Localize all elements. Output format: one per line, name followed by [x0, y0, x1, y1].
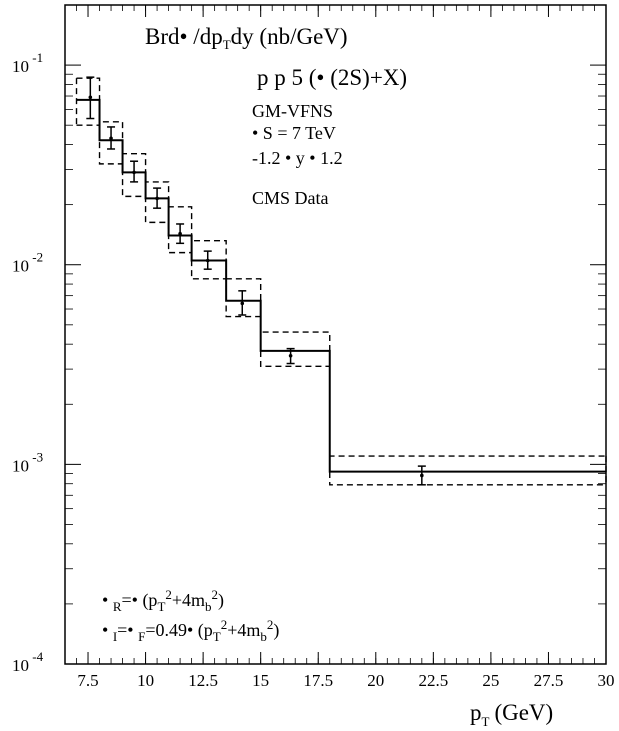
chart-title: Brd• /dpTdy (nb/GeV)	[145, 24, 348, 52]
energy-label: • S = 7 TeV	[252, 123, 336, 143]
renorm-scale-label: • R=• (pT2+4mb2)	[102, 587, 224, 614]
x-tick-label: 27.5	[534, 671, 564, 690]
scheme-label: GM-VFNS	[252, 101, 333, 121]
data-point	[178, 231, 182, 236]
x-tick-label: 30	[598, 671, 615, 690]
data-point	[240, 301, 245, 306]
process-label: p p 5 (• (2S)+X)	[257, 65, 407, 90]
data-point	[288, 353, 293, 358]
x-axis-label: pT (GeV)	[470, 700, 553, 729]
y-tick-label: 10 -4	[12, 649, 44, 675]
x-tick-label: 22.5	[418, 671, 448, 690]
plot-frame	[64, 4, 607, 665]
lower-uncertainty-step	[76, 124, 606, 486]
x-tick-label: 20	[367, 671, 384, 690]
data-legend-label: CMS Data	[252, 188, 329, 208]
y-tick-label: 10 -3	[12, 449, 43, 475]
y-tick-label: 10 -2	[12, 250, 43, 276]
x-tick-label: 7.5	[77, 671, 98, 690]
x-tick-label: 25	[482, 671, 499, 690]
data-point	[109, 136, 113, 141]
y-tick-label: 10 -1	[12, 50, 43, 76]
data-point	[420, 473, 424, 478]
fact-scale-label: • I=• F=0.49• (pT2+4mb2)	[102, 617, 279, 644]
rapidity-label: -1.2 • y • 1.2	[252, 148, 343, 168]
data-point	[88, 95, 93, 100]
upper-uncertainty-step	[76, 77, 606, 457]
x-tick-label: 15	[252, 671, 269, 690]
data-point	[205, 258, 210, 263]
data-point	[155, 196, 159, 201]
data-point	[132, 170, 136, 175]
x-tick-label: 10	[137, 671, 154, 690]
x-tick-label: 17.5	[303, 671, 333, 690]
x-tick-label: 12.5	[188, 671, 218, 690]
